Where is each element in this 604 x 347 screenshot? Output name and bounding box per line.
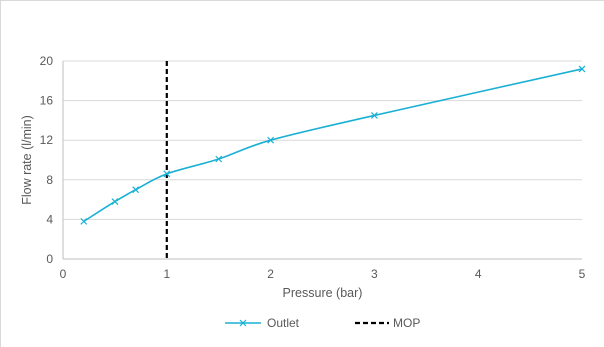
y-tick-label: 12 [40,133,54,147]
data-point-marker [215,155,223,163]
x-tick-label: 3 [371,267,378,281]
data-point-marker [370,112,378,119]
legend-item-outlet: Outlet [225,316,300,330]
legend-label-outlet: Outlet [267,316,300,330]
axes [62,61,582,260]
x-tick-labels: 0 1 2 3 4 5 [60,267,586,281]
x-tick-label: 4 [475,267,482,281]
x-tick-label: 1 [163,267,170,281]
y-tick-label: 8 [46,173,53,187]
data-point-marker [80,217,88,225]
y-tick-label: 20 [40,54,54,68]
legend-item-mop: MOP [355,316,420,330]
series-line-outlet [83,68,583,223]
x-tick-label: 2 [267,267,274,281]
y-tick-label: 0 [46,252,53,266]
y-tick-label: 4 [46,212,53,226]
legend: Outlet MOP [225,316,420,330]
data-point-marker [111,198,119,206]
data-point-marker [132,186,140,194]
y-tick-labels: 0 4 8 12 16 20 [40,54,54,266]
data-point-marker [578,65,586,73]
data-series [80,65,586,225]
y-tick-label: 16 [40,94,54,108]
x-tick-label: 0 [60,267,67,281]
data-point-marker [163,170,171,178]
x-tick-label: 5 [579,267,586,281]
y-axis-title: Flow rate (l/min) [20,115,34,205]
x-axis-title: Pressure (bar) [283,286,363,300]
data-point-marker [267,136,275,144]
grid-lines [63,60,582,220]
legend-label-mop: MOP [393,316,420,330]
